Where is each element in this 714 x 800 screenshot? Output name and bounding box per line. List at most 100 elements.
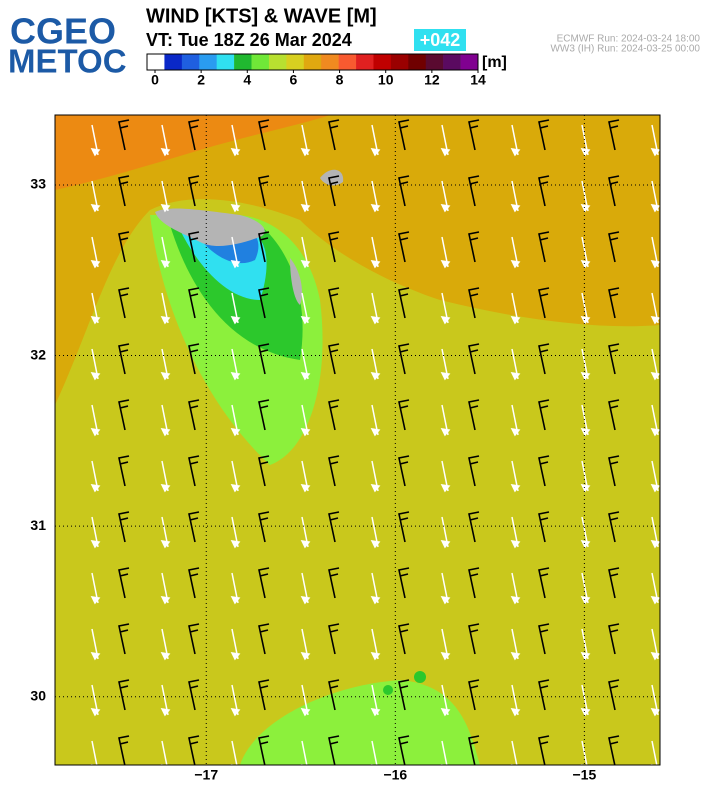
wind-arrow xyxy=(90,404,101,437)
wind-arrow xyxy=(370,180,381,213)
wind-arrow xyxy=(510,124,521,157)
wind-barb xyxy=(258,567,270,599)
wind-arrow xyxy=(510,348,521,381)
colorbar-swatch xyxy=(356,54,374,70)
wind-arrow xyxy=(650,236,660,269)
wind-arrow xyxy=(440,684,451,717)
wind-barb xyxy=(468,735,480,765)
wind-arrow xyxy=(650,572,660,605)
wind-barb xyxy=(679,736,689,766)
wind-barb xyxy=(608,343,620,375)
wind-barb xyxy=(679,568,689,598)
wind-arrow xyxy=(90,740,98,765)
wind-arrow xyxy=(370,684,381,717)
wind-barb xyxy=(118,455,130,487)
colorbar-swatch xyxy=(164,54,183,70)
wind-barb xyxy=(118,567,130,599)
wind-barb xyxy=(608,567,620,599)
logo-text: METOC xyxy=(8,43,127,80)
wind-barb xyxy=(398,623,410,655)
wind-barb xyxy=(188,119,200,151)
wind-arrow xyxy=(160,684,171,717)
wind-arrow xyxy=(580,292,591,325)
x-tick-label: −16 xyxy=(383,767,407,783)
wind-barb xyxy=(679,680,689,710)
wind-barb xyxy=(468,567,480,599)
wind-arrow xyxy=(370,740,378,765)
wind-arrow xyxy=(160,292,171,325)
colorbar-tick-label: 12 xyxy=(424,72,440,88)
wind-barb xyxy=(468,343,480,375)
wind-barb xyxy=(188,511,200,543)
wind-barb xyxy=(538,399,550,431)
island xyxy=(155,208,265,247)
wind-barb xyxy=(328,455,340,487)
wind-barb xyxy=(608,175,620,207)
wind-arrow xyxy=(440,124,451,157)
wind-arrow xyxy=(230,460,241,493)
wind-barb xyxy=(608,623,620,655)
wind-arrow xyxy=(300,404,311,437)
wind-arrow xyxy=(90,348,101,381)
wind-arrow xyxy=(230,180,241,213)
lead-time: +042 xyxy=(420,30,461,50)
wind-barb xyxy=(258,343,270,375)
wind-arrow xyxy=(580,180,591,213)
colorbar-frame xyxy=(146,53,479,71)
colorbar-swatch xyxy=(268,54,287,70)
wind-arrow xyxy=(300,348,311,381)
wind-barb xyxy=(188,455,200,487)
wind-arrow xyxy=(510,684,521,717)
wind-arrow xyxy=(440,404,451,437)
wind-barb xyxy=(468,623,480,655)
wind-arrow xyxy=(650,460,660,493)
wind-arrow xyxy=(650,628,660,661)
wind-barb xyxy=(608,231,620,263)
wind-barb xyxy=(468,119,480,151)
wind-arrow xyxy=(650,684,660,717)
wind-arrow xyxy=(230,292,241,325)
valid-time: VT: Tue 18Z 26 Mar 2024 xyxy=(146,30,352,50)
wind-arrow xyxy=(440,460,451,493)
wind-arrow xyxy=(370,572,381,605)
wind-arrow xyxy=(300,740,308,765)
wind-arrow xyxy=(160,124,171,157)
wind-arrow xyxy=(90,628,101,661)
colorbar-swatch xyxy=(286,54,305,70)
colorbar-swatch xyxy=(181,54,200,70)
wind-barb xyxy=(258,455,270,487)
wind-barb xyxy=(118,623,130,655)
wind-arrow xyxy=(230,572,241,605)
wind-arrow xyxy=(300,516,311,549)
wind-barb xyxy=(679,232,689,262)
wind-arrow xyxy=(230,348,241,381)
wind-barb xyxy=(188,399,200,431)
wind-arrow xyxy=(90,460,101,493)
wind-barb xyxy=(258,735,270,765)
wind-barb xyxy=(188,623,200,655)
wind-arrow xyxy=(580,628,591,661)
wind-barb xyxy=(328,175,340,207)
wind-arrow xyxy=(510,460,521,493)
wind-arrow xyxy=(370,516,381,549)
wind-barb xyxy=(328,287,340,319)
wind-arrow xyxy=(510,404,521,437)
wind-barb xyxy=(188,231,200,263)
y-tick-label: 30 xyxy=(30,687,46,703)
wind-arrow xyxy=(580,348,591,381)
wind-barb xyxy=(118,175,130,207)
wind-barb xyxy=(188,567,200,599)
wind-barb xyxy=(398,679,410,711)
wind-barb xyxy=(608,735,620,765)
wind-barb xyxy=(258,623,270,655)
colorbar-swatch xyxy=(321,54,339,70)
wind-arrow xyxy=(300,460,311,493)
colorbar-swatch xyxy=(373,54,392,70)
wind-arrow xyxy=(580,460,591,493)
wind-arrow xyxy=(230,740,238,765)
wind-barb xyxy=(538,231,550,263)
colorbar-unit: [m] xyxy=(482,54,507,71)
wind-barb xyxy=(328,343,340,375)
title: WIND [KTS] & WAVE [M] xyxy=(146,5,377,27)
